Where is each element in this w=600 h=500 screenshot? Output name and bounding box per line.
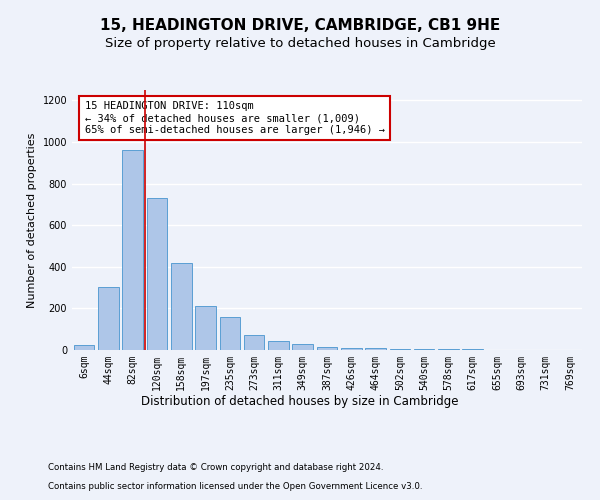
Y-axis label: Number of detached properties: Number of detached properties bbox=[27, 132, 37, 308]
Bar bbox=[244, 336, 265, 350]
Bar bbox=[220, 316, 240, 350]
Bar bbox=[341, 348, 362, 350]
Bar bbox=[171, 262, 191, 350]
Text: Contains HM Land Registry data © Crown copyright and database right 2024.: Contains HM Land Registry data © Crown c… bbox=[48, 464, 383, 472]
Bar bbox=[74, 345, 94, 350]
Bar bbox=[414, 349, 434, 350]
Text: Contains public sector information licensed under the Open Government Licence v3: Contains public sector information licen… bbox=[48, 482, 422, 491]
Bar bbox=[268, 340, 289, 350]
Text: 15, HEADINGTON DRIVE, CAMBRIDGE, CB1 9HE: 15, HEADINGTON DRIVE, CAMBRIDGE, CB1 9HE bbox=[100, 18, 500, 32]
Text: Size of property relative to detached houses in Cambridge: Size of property relative to detached ho… bbox=[104, 38, 496, 51]
Bar bbox=[365, 348, 386, 350]
Bar bbox=[317, 347, 337, 350]
Bar bbox=[195, 306, 216, 350]
Bar bbox=[389, 349, 410, 350]
Bar bbox=[292, 344, 313, 350]
Text: Distribution of detached houses by size in Cambridge: Distribution of detached houses by size … bbox=[141, 395, 459, 408]
Bar bbox=[122, 150, 143, 350]
Text: 15 HEADINGTON DRIVE: 110sqm
← 34% of detached houses are smaller (1,009)
65% of : 15 HEADINGTON DRIVE: 110sqm ← 34% of det… bbox=[85, 102, 385, 134]
Bar bbox=[98, 286, 119, 350]
Bar bbox=[146, 198, 167, 350]
